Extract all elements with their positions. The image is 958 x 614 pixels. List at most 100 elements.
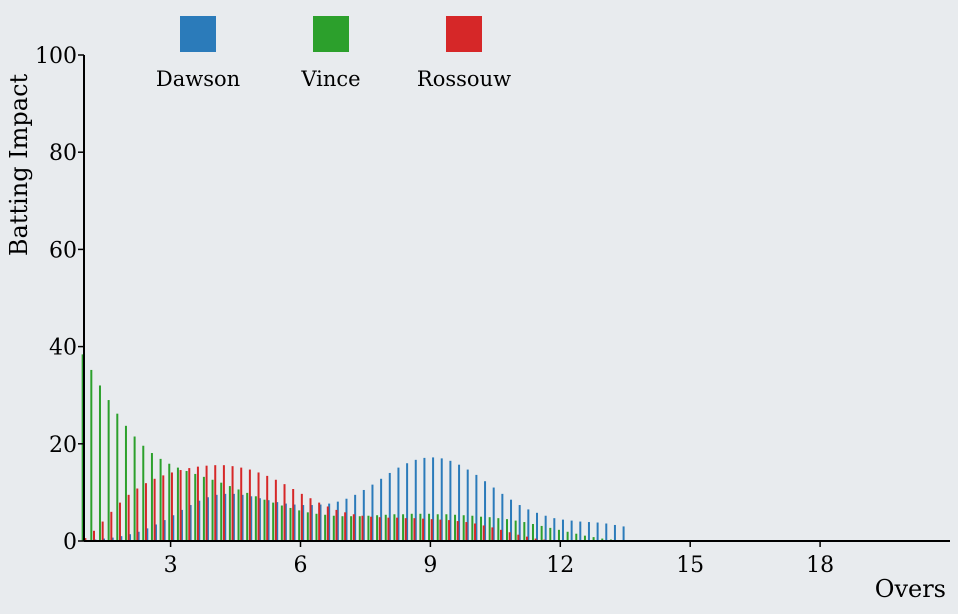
bar-dawson: [432, 457, 435, 541]
bar-rossouw: [465, 522, 468, 541]
bar-rossouw: [491, 527, 494, 541]
bar-dawson: [380, 478, 383, 541]
bar-rossouw: [214, 465, 217, 541]
bar-dawson: [224, 493, 227, 541]
legend-label-rossouw: Rossouw: [417, 67, 511, 91]
bar-dawson: [336, 501, 339, 541]
bar-dawson: [587, 522, 590, 541]
bar-dawson: [570, 520, 573, 541]
bar-dawson: [189, 505, 192, 541]
legend-swatch-dawson: [180, 16, 216, 52]
bar-vince: [419, 513, 422, 541]
bar-dawson: [146, 528, 149, 541]
bar-vince: [471, 515, 474, 541]
bar-dawson: [397, 467, 400, 541]
bar-vince: [523, 522, 526, 541]
bar-vince: [557, 529, 560, 541]
bar-rossouw: [84, 538, 87, 541]
bar-vince: [332, 515, 335, 541]
bar-vince: [436, 514, 439, 541]
bar-dawson: [466, 469, 469, 541]
bar-dawson: [198, 500, 201, 541]
bar-vince: [185, 471, 188, 541]
bar-rossouw: [136, 488, 139, 541]
bar-vince: [445, 514, 448, 541]
bar-rossouw: [344, 512, 347, 541]
bar-vince: [480, 516, 483, 541]
bar-vince: [272, 502, 275, 541]
bar-dawson: [128, 534, 131, 541]
bar-dawson: [111, 537, 114, 541]
bar-vince: [592, 537, 595, 541]
bar-rossouw: [170, 472, 173, 541]
y-tick-label: 100: [35, 44, 77, 69]
bar-vince: [540, 525, 543, 541]
bar-dawson: [310, 505, 313, 541]
bar-vince: [159, 458, 162, 541]
bar-dawson: [518, 505, 521, 541]
bar-dawson: [163, 520, 166, 541]
bar-rossouw: [448, 520, 451, 541]
bar-dawson: [232, 493, 235, 541]
bar-dawson: [561, 519, 564, 541]
bar-vince: [228, 486, 231, 541]
bar-vince: [324, 514, 327, 541]
bar-dawson: [345, 498, 348, 541]
bar-vince: [98, 385, 101, 541]
legend-swatch-vince: [313, 16, 349, 52]
bar-vince: [176, 467, 179, 541]
bar-dawson: [103, 538, 105, 541]
bar-dawson: [501, 493, 504, 541]
bar-rossouw: [257, 472, 260, 541]
bar-rossouw: [500, 529, 503, 541]
y-tick-label: 20: [49, 433, 77, 458]
bar-vince: [358, 516, 361, 541]
bar-vince: [393, 514, 396, 541]
bar-vince: [367, 515, 370, 541]
bar-dawson: [553, 518, 556, 541]
bar-dawson: [536, 512, 538, 541]
x-tick-label: 9: [423, 553, 437, 578]
bar-dawson: [154, 524, 157, 541]
bar-vince: [263, 499, 266, 541]
bar-vince: [202, 476, 205, 541]
bar-dawson: [510, 499, 513, 541]
bar-rossouw: [534, 538, 537, 541]
bar-vince: [454, 514, 457, 541]
legend-swatch-rossouw: [446, 16, 482, 52]
x-tick-label: 15: [676, 553, 704, 578]
bar-dawson: [302, 505, 305, 541]
bar-dawson: [172, 515, 175, 541]
bar-vince: [583, 535, 586, 541]
bar-vince: [315, 513, 318, 541]
bar-dawson: [215, 494, 218, 541]
bar-vince: [211, 479, 214, 541]
bar-rossouw: [335, 509, 338, 541]
bar-rossouw: [404, 518, 407, 541]
bar-rossouw: [283, 484, 286, 541]
bars-layer: [81, 354, 625, 542]
bar-vince: [506, 519, 508, 541]
bar-rossouw: [292, 489, 295, 541]
bar-dawson: [354, 494, 357, 541]
x-tick-label: 6: [294, 553, 308, 578]
bar-dawson: [319, 504, 322, 541]
bar-rossouw: [162, 475, 165, 541]
bar-vince: [497, 518, 500, 541]
bar-rossouw: [439, 519, 442, 541]
bar-vince: [402, 514, 405, 541]
bar-dawson: [206, 497, 209, 541]
bar-dawson: [449, 460, 452, 541]
y-tick-label: 0: [63, 530, 77, 555]
bar-rossouw: [508, 532, 511, 541]
bar-dawson: [388, 472, 391, 541]
bar-rossouw: [127, 494, 130, 541]
bar-rossouw: [482, 525, 485, 541]
bar-vince: [90, 369, 93, 541]
bar-rossouw: [387, 517, 390, 541]
bar-dawson: [579, 521, 582, 541]
bar-dawson: [605, 523, 608, 541]
bar-vince: [237, 489, 240, 541]
bar-dawson: [328, 503, 331, 541]
bar-dawson: [293, 504, 296, 541]
